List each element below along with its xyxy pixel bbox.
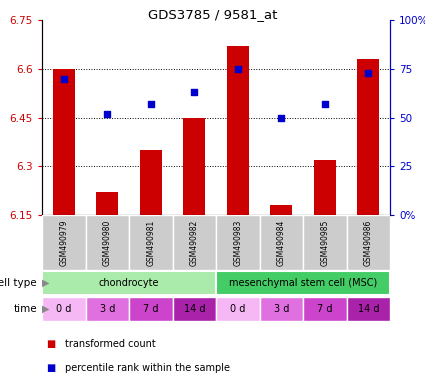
Bar — [42, 270, 216, 295]
Bar — [216, 215, 260, 270]
Bar — [173, 215, 216, 270]
Text: ■: ■ — [46, 339, 56, 349]
Text: ▶: ▶ — [42, 304, 49, 314]
Text: 0 d: 0 d — [56, 304, 71, 314]
Bar — [216, 270, 390, 295]
Text: ▶: ▶ — [42, 278, 49, 288]
Bar — [270, 205, 292, 215]
Bar — [85, 215, 129, 270]
Bar — [85, 296, 129, 321]
Bar — [303, 215, 346, 270]
Bar — [346, 296, 390, 321]
Bar — [303, 296, 346, 321]
Text: transformed count: transformed count — [65, 339, 156, 349]
Bar — [53, 69, 75, 215]
Text: 14 d: 14 d — [357, 304, 379, 314]
Text: GSM490980: GSM490980 — [103, 219, 112, 266]
Text: 14 d: 14 d — [184, 304, 205, 314]
Text: percentile rank within the sample: percentile rank within the sample — [65, 363, 230, 373]
Text: GSM490984: GSM490984 — [277, 219, 286, 266]
Text: GDS3785 / 9581_at: GDS3785 / 9581_at — [148, 8, 277, 21]
Text: cell type: cell type — [0, 278, 37, 288]
Bar — [140, 150, 162, 215]
Point — [191, 89, 198, 95]
Bar — [129, 215, 173, 270]
Text: GSM490979: GSM490979 — [59, 219, 68, 266]
Bar — [357, 59, 379, 215]
Bar — [314, 160, 336, 215]
Point — [321, 101, 328, 107]
Bar — [42, 296, 85, 321]
Text: 3 d: 3 d — [99, 304, 115, 314]
Bar — [42, 215, 85, 270]
Text: 0 d: 0 d — [230, 304, 246, 314]
Point — [234, 66, 241, 72]
Point — [60, 75, 67, 81]
Bar — [227, 46, 249, 215]
Bar — [96, 192, 118, 215]
Bar — [216, 296, 260, 321]
Bar — [260, 296, 303, 321]
Text: mesenchymal stem cell (MSC): mesenchymal stem cell (MSC) — [229, 278, 377, 288]
Text: GSM490985: GSM490985 — [320, 219, 329, 266]
Text: time: time — [13, 304, 37, 314]
Point — [278, 114, 285, 121]
Point — [104, 111, 111, 117]
Text: 3 d: 3 d — [274, 304, 289, 314]
Bar — [129, 296, 173, 321]
Text: 7 d: 7 d — [143, 304, 159, 314]
Point — [365, 70, 371, 76]
Bar — [260, 215, 303, 270]
Text: GSM490981: GSM490981 — [146, 219, 155, 266]
Point — [147, 101, 154, 107]
Bar — [346, 215, 390, 270]
Bar — [173, 296, 216, 321]
Text: ■: ■ — [46, 363, 56, 373]
Text: chondrocyte: chondrocyte — [99, 278, 159, 288]
Text: GSM490983: GSM490983 — [233, 219, 242, 266]
Text: 7 d: 7 d — [317, 304, 332, 314]
Text: GSM490986: GSM490986 — [364, 219, 373, 266]
Bar — [183, 118, 205, 215]
Text: GSM490982: GSM490982 — [190, 219, 199, 266]
